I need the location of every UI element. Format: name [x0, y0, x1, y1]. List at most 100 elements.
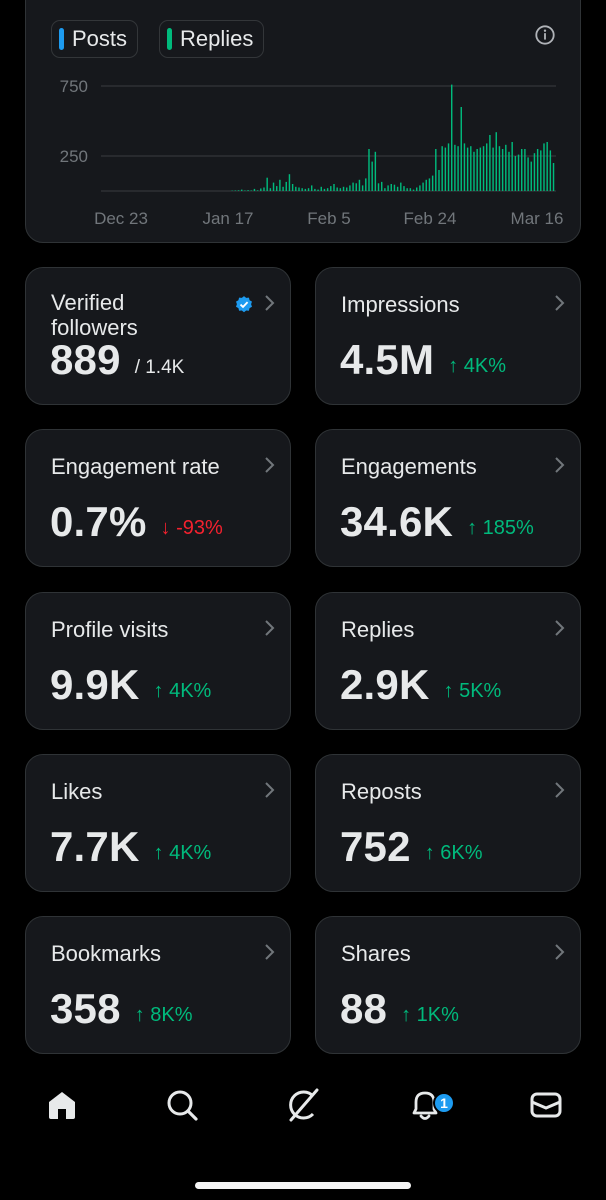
chart-bar	[508, 151, 510, 191]
analytics-chart-card: Posts Replies 250 750 Dec 23 Jan 17 Feb 5 Feb…	[25, 0, 581, 243]
x-tick-label: Jan 17	[202, 209, 253, 228]
chart-bar	[365, 178, 367, 191]
chart-bar	[330, 186, 332, 191]
chevron-right-icon	[265, 782, 275, 798]
chart-bar	[288, 174, 291, 191]
chart-bar	[546, 142, 548, 191]
stat-change: ↑ 5K%	[443, 680, 502, 702]
info-icon[interactable]	[534, 24, 556, 46]
chart-bar	[536, 149, 539, 191]
chart-bar	[304, 188, 307, 191]
chart-bar	[269, 188, 272, 191]
chart-bar	[409, 188, 412, 191]
chart-bar	[377, 183, 380, 191]
stat-suffix: / 1.4K	[134, 357, 185, 378]
home-indicator[interactable]	[195, 1182, 411, 1189]
chart-bar	[276, 186, 278, 191]
chart-bar	[371, 161, 373, 191]
chart-bar	[241, 189, 243, 191]
chart-bar	[486, 143, 488, 191]
chart-bar	[457, 146, 459, 191]
chart-bar	[237, 190, 240, 191]
chart-bar	[400, 182, 402, 191]
chart-bar	[540, 150, 542, 191]
chart-bar	[438, 170, 440, 191]
stat-card-impressions[interactable]: Impressions 4.5M ↑ 4K%	[315, 267, 581, 405]
chart-bar	[244, 190, 246, 191]
chart-bar	[422, 182, 424, 191]
chevron-right-icon	[555, 944, 565, 960]
stat-label: Reposts	[341, 779, 422, 804]
stat-value: 88	[340, 985, 388, 1032]
legend-posts-chip[interactable]: Posts	[51, 20, 139, 58]
verified-badge-icon	[236, 296, 252, 313]
y-tick-label: 250	[60, 147, 88, 166]
chart-bar	[393, 184, 396, 191]
chart-bar	[501, 149, 504, 191]
stat-change: ↑ 4K%	[153, 680, 212, 702]
chevron-right-icon	[555, 457, 565, 473]
stat-card-verified-followers[interactable]: Verified followers 889 / 1.4K	[25, 267, 291, 405]
chart-bar	[495, 132, 497, 191]
chart-bar	[301, 188, 303, 191]
chart-bar	[425, 179, 427, 191]
replies-swatch	[167, 28, 172, 50]
mail-icon[interactable]	[526, 1085, 566, 1125]
chart-bar	[253, 188, 256, 191]
chart-bar	[552, 163, 555, 191]
chart-bar	[374, 151, 377, 191]
chart-bar	[431, 175, 434, 191]
stat-card-engagement-rate[interactable]: Engagement rate 0.7% ↓ -93%	[25, 429, 291, 567]
chart-bar	[396, 186, 399, 191]
stat-card-replies[interactable]: Replies 2.9K ↑ 5K%	[315, 592, 581, 730]
stat-value: 0.7%	[50, 498, 147, 545]
stat-card-shares[interactable]: Shares 88 ↑ 1K%	[315, 916, 581, 1054]
bar-chart: 250 750 Dec 23 Jan 17 Feb 5 Feb 24 Mar 16	[60, 77, 564, 228]
chart-bar	[543, 143, 545, 191]
chevron-right-icon	[555, 782, 565, 798]
stat-card-bookmarks[interactable]: Bookmarks 358 ↑ 8K%	[25, 916, 291, 1054]
x-tick-label: Dec 23	[94, 209, 148, 228]
notification-badge: 1	[433, 1092, 455, 1114]
search-icon[interactable]	[162, 1085, 202, 1125]
chart-bar	[460, 107, 462, 191]
chart-bar	[339, 188, 342, 191]
stat-card-profile-visits[interactable]: Profile visits 9.9K ↑ 4K%	[25, 592, 291, 730]
chevron-right-icon	[265, 295, 275, 311]
chevron-right-icon	[555, 295, 565, 311]
stat-card-engagements[interactable]: Engagements 34.6K ↑ 185%	[315, 429, 581, 567]
legend-posts-label: Posts	[72, 26, 128, 51]
stat-label: Engagements	[341, 454, 477, 479]
stat-card-reposts[interactable]: Reposts 752 ↑ 6K%	[315, 754, 581, 892]
stat-value: 4.5M	[340, 336, 435, 383]
home-icon[interactable]	[42, 1085, 82, 1125]
stat-change: ↑ 4K%	[153, 842, 212, 864]
x-tick-label: Mar 16	[511, 209, 564, 228]
chart-bar	[527, 157, 529, 191]
chart-bar	[441, 146, 443, 191]
chart-bar	[530, 161, 532, 191]
stat-card-likes[interactable]: Likes 7.7K ↑ 4K%	[25, 754, 291, 892]
grok-icon[interactable]	[283, 1085, 323, 1125]
posts-swatch	[59, 28, 64, 50]
chart-bar	[444, 147, 447, 191]
chart-bar	[307, 188, 310, 191]
stat-change: ↑ 4K%	[448, 355, 506, 377]
chevron-right-icon	[265, 457, 275, 473]
chart-bar	[403, 186, 405, 191]
stat-label: Verified followers	[51, 290, 138, 340]
chart-bar	[326, 188, 329, 191]
chart-bar	[266, 177, 268, 191]
chart-bar	[256, 190, 259, 191]
chart-bar	[291, 184, 294, 191]
chart-bar	[416, 187, 418, 191]
chart-bar	[498, 146, 501, 191]
chart-bar	[384, 188, 386, 191]
chart-bar	[470, 146, 472, 191]
chart-bar	[368, 149, 370, 191]
stat-label: Replies	[341, 617, 415, 642]
chart-bar	[479, 147, 482, 191]
stat-label: Bookmarks	[51, 941, 162, 966]
legend-replies-chip[interactable]: Replies	[159, 20, 265, 58]
chart-bar	[323, 188, 326, 191]
